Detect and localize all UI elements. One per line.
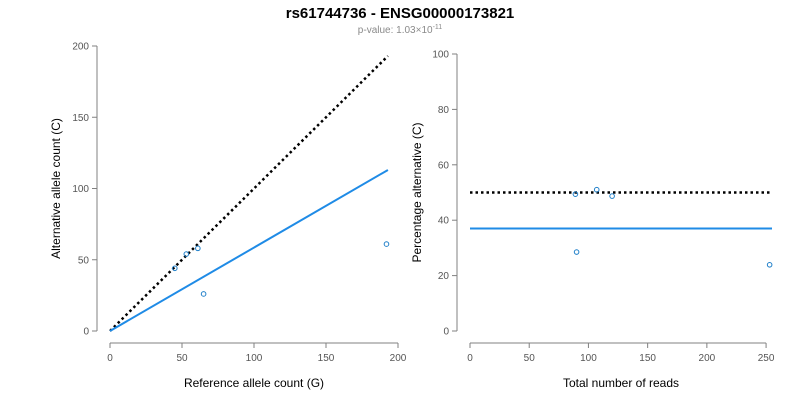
y-tick-label: 150 (72, 113, 89, 124)
x-tick-label: 200 (390, 353, 407, 364)
y-tick-label: 100 (432, 50, 449, 61)
fitted-line (109, 169, 389, 332)
x-tick-label: 250 (758, 353, 775, 364)
chart-subtitle: p-value: 1.03×10-11 (0, 24, 800, 36)
x-tick-label: 200 (699, 353, 716, 364)
data-point (195, 245, 201, 252)
x-tick-label: 150 (318, 353, 335, 364)
data-point (172, 265, 178, 272)
y-axis-title: Alternative allele count (C) (49, 118, 63, 259)
y-tick-label: 80 (438, 105, 450, 116)
x-tick-label: 100 (246, 353, 263, 364)
y-tick-label: 0 (83, 327, 89, 338)
data-point (593, 186, 600, 193)
left-panel-allele-counts: 0 50 100 150 200 0 50 100 150 200 Reference allele… (49, 42, 407, 391)
chart-title: rs61744736 - ENSG00000173821 (285, 5, 515, 22)
subtitle-exponent: -11 (432, 24, 443, 31)
data-point (572, 191, 579, 197)
expected-ratio-line (109, 55, 389, 332)
data-point (766, 261, 773, 268)
x-tick-label: 0 (467, 353, 473, 364)
x-axis-title: Total number of reads (563, 376, 679, 390)
x-tick-label: 150 (639, 353, 656, 364)
x-tick-label: 100 (580, 353, 597, 364)
y-tick-label: 0 (443, 327, 449, 338)
y-tick-label: 200 (72, 42, 89, 53)
data-point (183, 251, 190, 257)
y-tick-label: 60 (438, 160, 450, 171)
data-point (573, 249, 580, 255)
data-point (609, 193, 615, 199)
x-axis-title: Reference allele count (G) (184, 376, 324, 390)
x-tick-label: 0 (107, 353, 113, 364)
x-tick-label: 50 (524, 353, 536, 364)
y-tick-label: 50 (78, 255, 90, 266)
data-point (200, 291, 207, 297)
y-axis-title: Percentage alternative (C) (410, 122, 424, 262)
y-tick-label: 40 (438, 216, 450, 227)
right-panel-percentage: 0 50 100 150 200 250 0 20 40 60 80 100 Total number … (410, 50, 775, 391)
y-tick-label: 100 (72, 184, 89, 195)
y-tick-label: 20 (438, 271, 450, 282)
data-point (383, 241, 390, 247)
x-tick-label: 50 (176, 353, 188, 364)
subtitle-prefix: p-value: 1.03×10 (357, 25, 433, 36)
